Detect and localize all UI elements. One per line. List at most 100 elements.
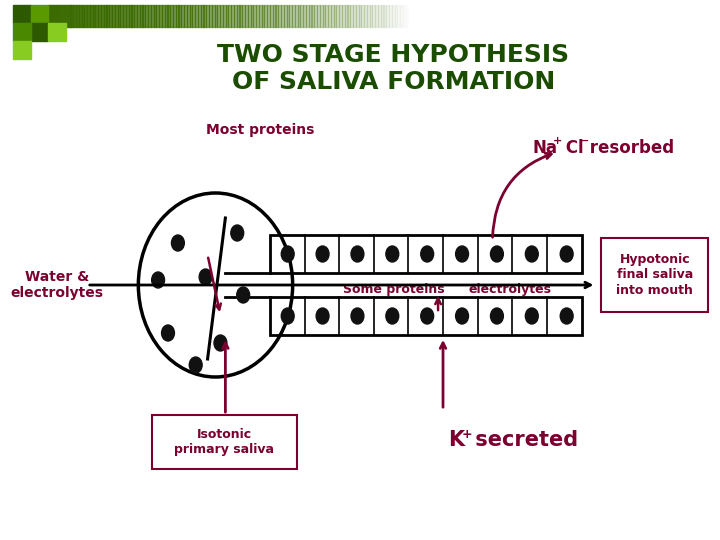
Bar bbox=[65, 5, 68, 27]
Bar bbox=[439, 5, 442, 27]
Bar bbox=[519, 5, 522, 27]
Bar bbox=[541, 5, 544, 27]
Bar bbox=[436, 5, 439, 27]
Text: +: + bbox=[462, 428, 472, 441]
Ellipse shape bbox=[456, 246, 469, 262]
Bar bbox=[447, 5, 450, 27]
Bar bbox=[477, 5, 480, 27]
Bar bbox=[179, 5, 181, 27]
Bar bbox=[312, 5, 315, 27]
Bar bbox=[441, 5, 444, 27]
Bar bbox=[93, 5, 96, 27]
Bar bbox=[126, 5, 129, 27]
Bar bbox=[145, 5, 148, 27]
Bar bbox=[165, 5, 168, 27]
Bar bbox=[336, 5, 339, 27]
Bar bbox=[422, 5, 425, 27]
Bar bbox=[561, 5, 564, 27]
Bar bbox=[513, 5, 516, 27]
Bar bbox=[566, 5, 569, 27]
Bar bbox=[258, 5, 261, 27]
Bar bbox=[176, 5, 179, 27]
Bar bbox=[120, 5, 123, 27]
Bar bbox=[68, 5, 71, 27]
Bar bbox=[84, 5, 87, 27]
Text: −: − bbox=[580, 136, 589, 146]
Bar bbox=[267, 5, 270, 27]
Bar bbox=[209, 5, 212, 27]
Bar bbox=[240, 5, 243, 27]
Bar bbox=[530, 5, 533, 27]
Ellipse shape bbox=[560, 246, 573, 262]
Bar bbox=[253, 5, 256, 27]
Bar bbox=[577, 5, 580, 27]
Bar bbox=[378, 5, 381, 27]
Bar bbox=[73, 5, 76, 27]
Ellipse shape bbox=[152, 272, 165, 288]
Bar bbox=[251, 5, 253, 27]
Bar bbox=[159, 5, 162, 27]
Ellipse shape bbox=[171, 235, 184, 251]
Bar bbox=[444, 5, 447, 27]
Bar bbox=[294, 5, 297, 27]
Bar bbox=[132, 5, 134, 27]
Bar bbox=[555, 5, 558, 27]
Bar bbox=[150, 5, 153, 27]
Bar bbox=[192, 5, 195, 27]
Bar bbox=[425, 5, 428, 27]
Bar bbox=[372, 5, 375, 27]
Bar bbox=[508, 5, 511, 27]
Bar bbox=[500, 5, 503, 27]
Bar bbox=[184, 5, 187, 27]
Bar bbox=[134, 5, 137, 27]
Ellipse shape bbox=[386, 246, 399, 262]
Bar bbox=[597, 5, 600, 27]
Bar bbox=[325, 5, 328, 27]
Bar bbox=[273, 5, 276, 27]
Bar bbox=[367, 5, 369, 27]
Bar bbox=[450, 5, 453, 27]
Bar bbox=[281, 5, 284, 27]
Bar bbox=[503, 5, 505, 27]
Bar bbox=[395, 5, 397, 27]
Bar bbox=[375, 5, 378, 27]
Ellipse shape bbox=[526, 246, 539, 262]
Bar bbox=[467, 5, 469, 27]
Ellipse shape bbox=[231, 225, 243, 241]
Text: Some proteins: Some proteins bbox=[343, 284, 444, 296]
Ellipse shape bbox=[420, 246, 433, 262]
Bar bbox=[186, 5, 189, 27]
Bar bbox=[137, 5, 140, 27]
Bar bbox=[353, 5, 356, 27]
Bar bbox=[486, 5, 489, 27]
Bar bbox=[585, 5, 588, 27]
Bar bbox=[464, 5, 467, 27]
Text: electrolytes: electrolytes bbox=[469, 284, 552, 296]
Bar bbox=[57, 5, 60, 27]
Ellipse shape bbox=[490, 308, 503, 324]
Bar bbox=[364, 5, 367, 27]
Bar bbox=[408, 5, 411, 27]
Bar bbox=[107, 5, 109, 27]
Bar bbox=[168, 5, 171, 27]
Bar bbox=[505, 5, 508, 27]
Bar bbox=[129, 5, 132, 27]
Bar bbox=[261, 5, 264, 27]
Bar bbox=[59, 5, 62, 27]
Bar bbox=[123, 5, 126, 27]
Ellipse shape bbox=[199, 269, 212, 285]
Bar bbox=[237, 5, 240, 27]
Bar bbox=[600, 5, 603, 27]
Bar bbox=[173, 5, 176, 27]
Bar bbox=[594, 5, 597, 27]
Bar bbox=[198, 5, 201, 27]
Bar bbox=[420, 5, 423, 27]
Bar bbox=[544, 5, 547, 27]
Bar bbox=[458, 5, 461, 27]
Bar bbox=[345, 5, 348, 27]
Bar bbox=[397, 5, 400, 27]
Bar bbox=[492, 5, 495, 27]
Bar bbox=[206, 5, 209, 27]
Bar bbox=[13, 41, 30, 59]
Bar bbox=[323, 5, 325, 27]
